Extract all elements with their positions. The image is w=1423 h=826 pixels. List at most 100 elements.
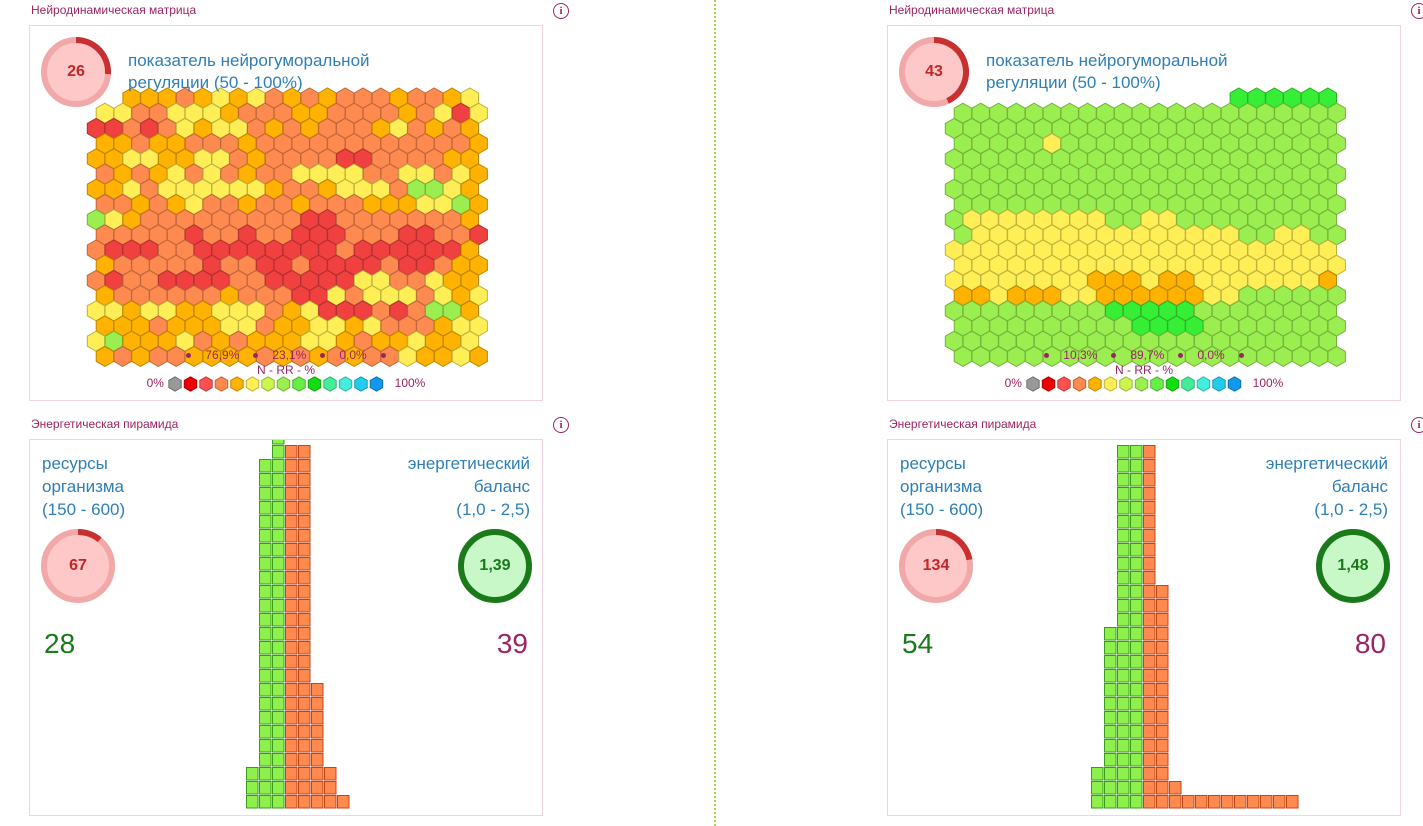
pyramid-orange-block — [298, 641, 311, 655]
pyramid-orange-block — [1273, 795, 1286, 809]
resources-gauge-value: 67 — [69, 557, 87, 574]
pyramid-orange-block — [298, 557, 311, 571]
pyramid-green-block — [259, 557, 272, 571]
stats-dot — [253, 353, 259, 359]
pyramid-green-block — [272, 515, 285, 529]
nmr-gauge-value: 26 — [67, 63, 85, 80]
scale-min: 0% — [146, 376, 164, 391]
resources-gauge: 134 — [898, 528, 974, 604]
stats-dot — [1111, 353, 1117, 359]
pyramid-orange-block — [285, 767, 298, 781]
column-divider — [714, 0, 716, 826]
right-count: 39 — [496, 628, 528, 659]
scale-hex — [308, 376, 322, 392]
pyramid-orange-block — [298, 753, 311, 767]
pyramid-green-block — [1104, 781, 1117, 795]
pyramid-green-block — [1117, 613, 1130, 627]
stats-dot — [1238, 353, 1244, 359]
scale-hex — [370, 376, 384, 392]
resources-label: ресурсы организма (150 - 600) — [900, 452, 983, 521]
pyramid-orange-block — [1143, 711, 1156, 725]
pyramid-green-block — [272, 487, 285, 501]
pyramid-green-block — [1130, 767, 1143, 781]
stat-pct: 0,0% — [339, 348, 367, 362]
pyramid-green-block — [259, 725, 272, 739]
nmr-gauge: 26 — [40, 36, 112, 108]
stats-dot — [1178, 353, 1184, 359]
matrix-title: Нейродинамическая матрица — [889, 3, 1055, 17]
balance-label-line: энергетический — [407, 454, 530, 473]
scale-hex — [292, 376, 307, 392]
pyramid-orange-block — [1286, 795, 1299, 809]
balance-label-line: (1,0 - 2,5) — [456, 500, 530, 519]
pyramid-orange-block — [298, 767, 311, 781]
info-icon[interactable]: i — [553, 417, 569, 433]
gauge-arc — [77, 529, 102, 543]
pyramid-green-block — [259, 767, 272, 781]
pyramid-green-block — [1130, 599, 1143, 613]
pyramid-green-block — [1117, 795, 1130, 809]
left-count: 54 — [902, 628, 934, 659]
pyramid-orange-block — [1208, 795, 1221, 809]
resources-label-line: (150 - 600) — [42, 500, 126, 519]
matrix-panel: 43 показатель нейрогуморальной регуляции… — [887, 25, 1401, 401]
balance-gauge: 1,39 — [457, 528, 533, 604]
pyramid-orange-block — [1156, 655, 1169, 669]
pyramid-orange-block — [298, 487, 311, 501]
nrr-label: N - RR - % — [257, 363, 315, 377]
stat-rr: 89,7% — [1130, 348, 1165, 362]
info-icon[interactable]: i — [1411, 417, 1423, 433]
pyramid-green-block — [1130, 795, 1143, 809]
scale-hex — [1073, 376, 1087, 392]
pyramid-orange-block — [298, 655, 311, 669]
pyramid-green-block — [272, 473, 285, 487]
stats-dot — [1044, 353, 1050, 359]
pyramid-panel: ресурсы организма (150 - 600) энергетиче… — [887, 439, 1401, 816]
pyramid-green-block — [1130, 473, 1143, 487]
pyramid-green-block — [272, 599, 285, 613]
pyramid-green-block — [1130, 543, 1143, 557]
scale-hex — [1026, 376, 1041, 392]
pyramid-green-block — [1130, 683, 1143, 697]
balance-label-line: (1,0 - 2,5) — [1314, 500, 1388, 519]
scale-hex — [1181, 376, 1196, 392]
pyramid-orange-block — [1143, 487, 1156, 501]
pyramid-green-block — [1117, 473, 1130, 487]
pyramid-green-block — [1117, 529, 1130, 543]
pyramid-green-block — [1130, 781, 1143, 795]
pyramid-title: Энергетическая пирамида — [889, 417, 1037, 431]
matrix-stats: 76,9% 23,1% 0,0% — [30, 348, 542, 362]
pyramid-green-block — [1117, 697, 1130, 711]
scale-hex — [1197, 376, 1211, 392]
pyramid-orange-block — [298, 473, 311, 487]
pyramid-green-block — [272, 669, 285, 683]
scale-hex — [354, 376, 369, 392]
gauge-arc — [75, 37, 111, 75]
pyramid-green-block — [1104, 627, 1117, 641]
info-icon[interactable]: i — [553, 3, 569, 19]
pyramid-orange-block — [1143, 655, 1156, 669]
pyramid-orange-block — [1221, 795, 1234, 809]
pyramid-green-block — [272, 641, 285, 655]
pyramid-green-block — [272, 571, 285, 585]
pyramid-green-block — [1117, 543, 1130, 557]
gauge-ring — [1316, 529, 1390, 603]
pyramid-green-block — [259, 753, 272, 767]
pyramid-orange-block — [1143, 529, 1156, 543]
pyramid-green-block — [1130, 641, 1143, 655]
pyramid-green-block — [1117, 445, 1130, 459]
left-column: Нейродинамическая матрица i 26 показател… — [29, 0, 571, 826]
pyramid-green-block — [1130, 697, 1143, 711]
pyramid-green-block — [246, 767, 259, 781]
pyramid-orange-block — [285, 557, 298, 571]
pyramid-orange-block — [298, 669, 311, 683]
pyramid-orange-block — [1143, 641, 1156, 655]
balance-label-line: энергетический — [1265, 454, 1388, 473]
pyramid-green-block — [1130, 711, 1143, 725]
info-icon[interactable]: i — [1411, 3, 1423, 19]
stat-pct: 0,0% — [1197, 348, 1225, 362]
pyramid-green-block — [259, 571, 272, 585]
pyramid-orange-block — [285, 459, 298, 473]
pyramid-orange-block — [298, 627, 311, 641]
pyramid-green-block — [272, 655, 285, 669]
